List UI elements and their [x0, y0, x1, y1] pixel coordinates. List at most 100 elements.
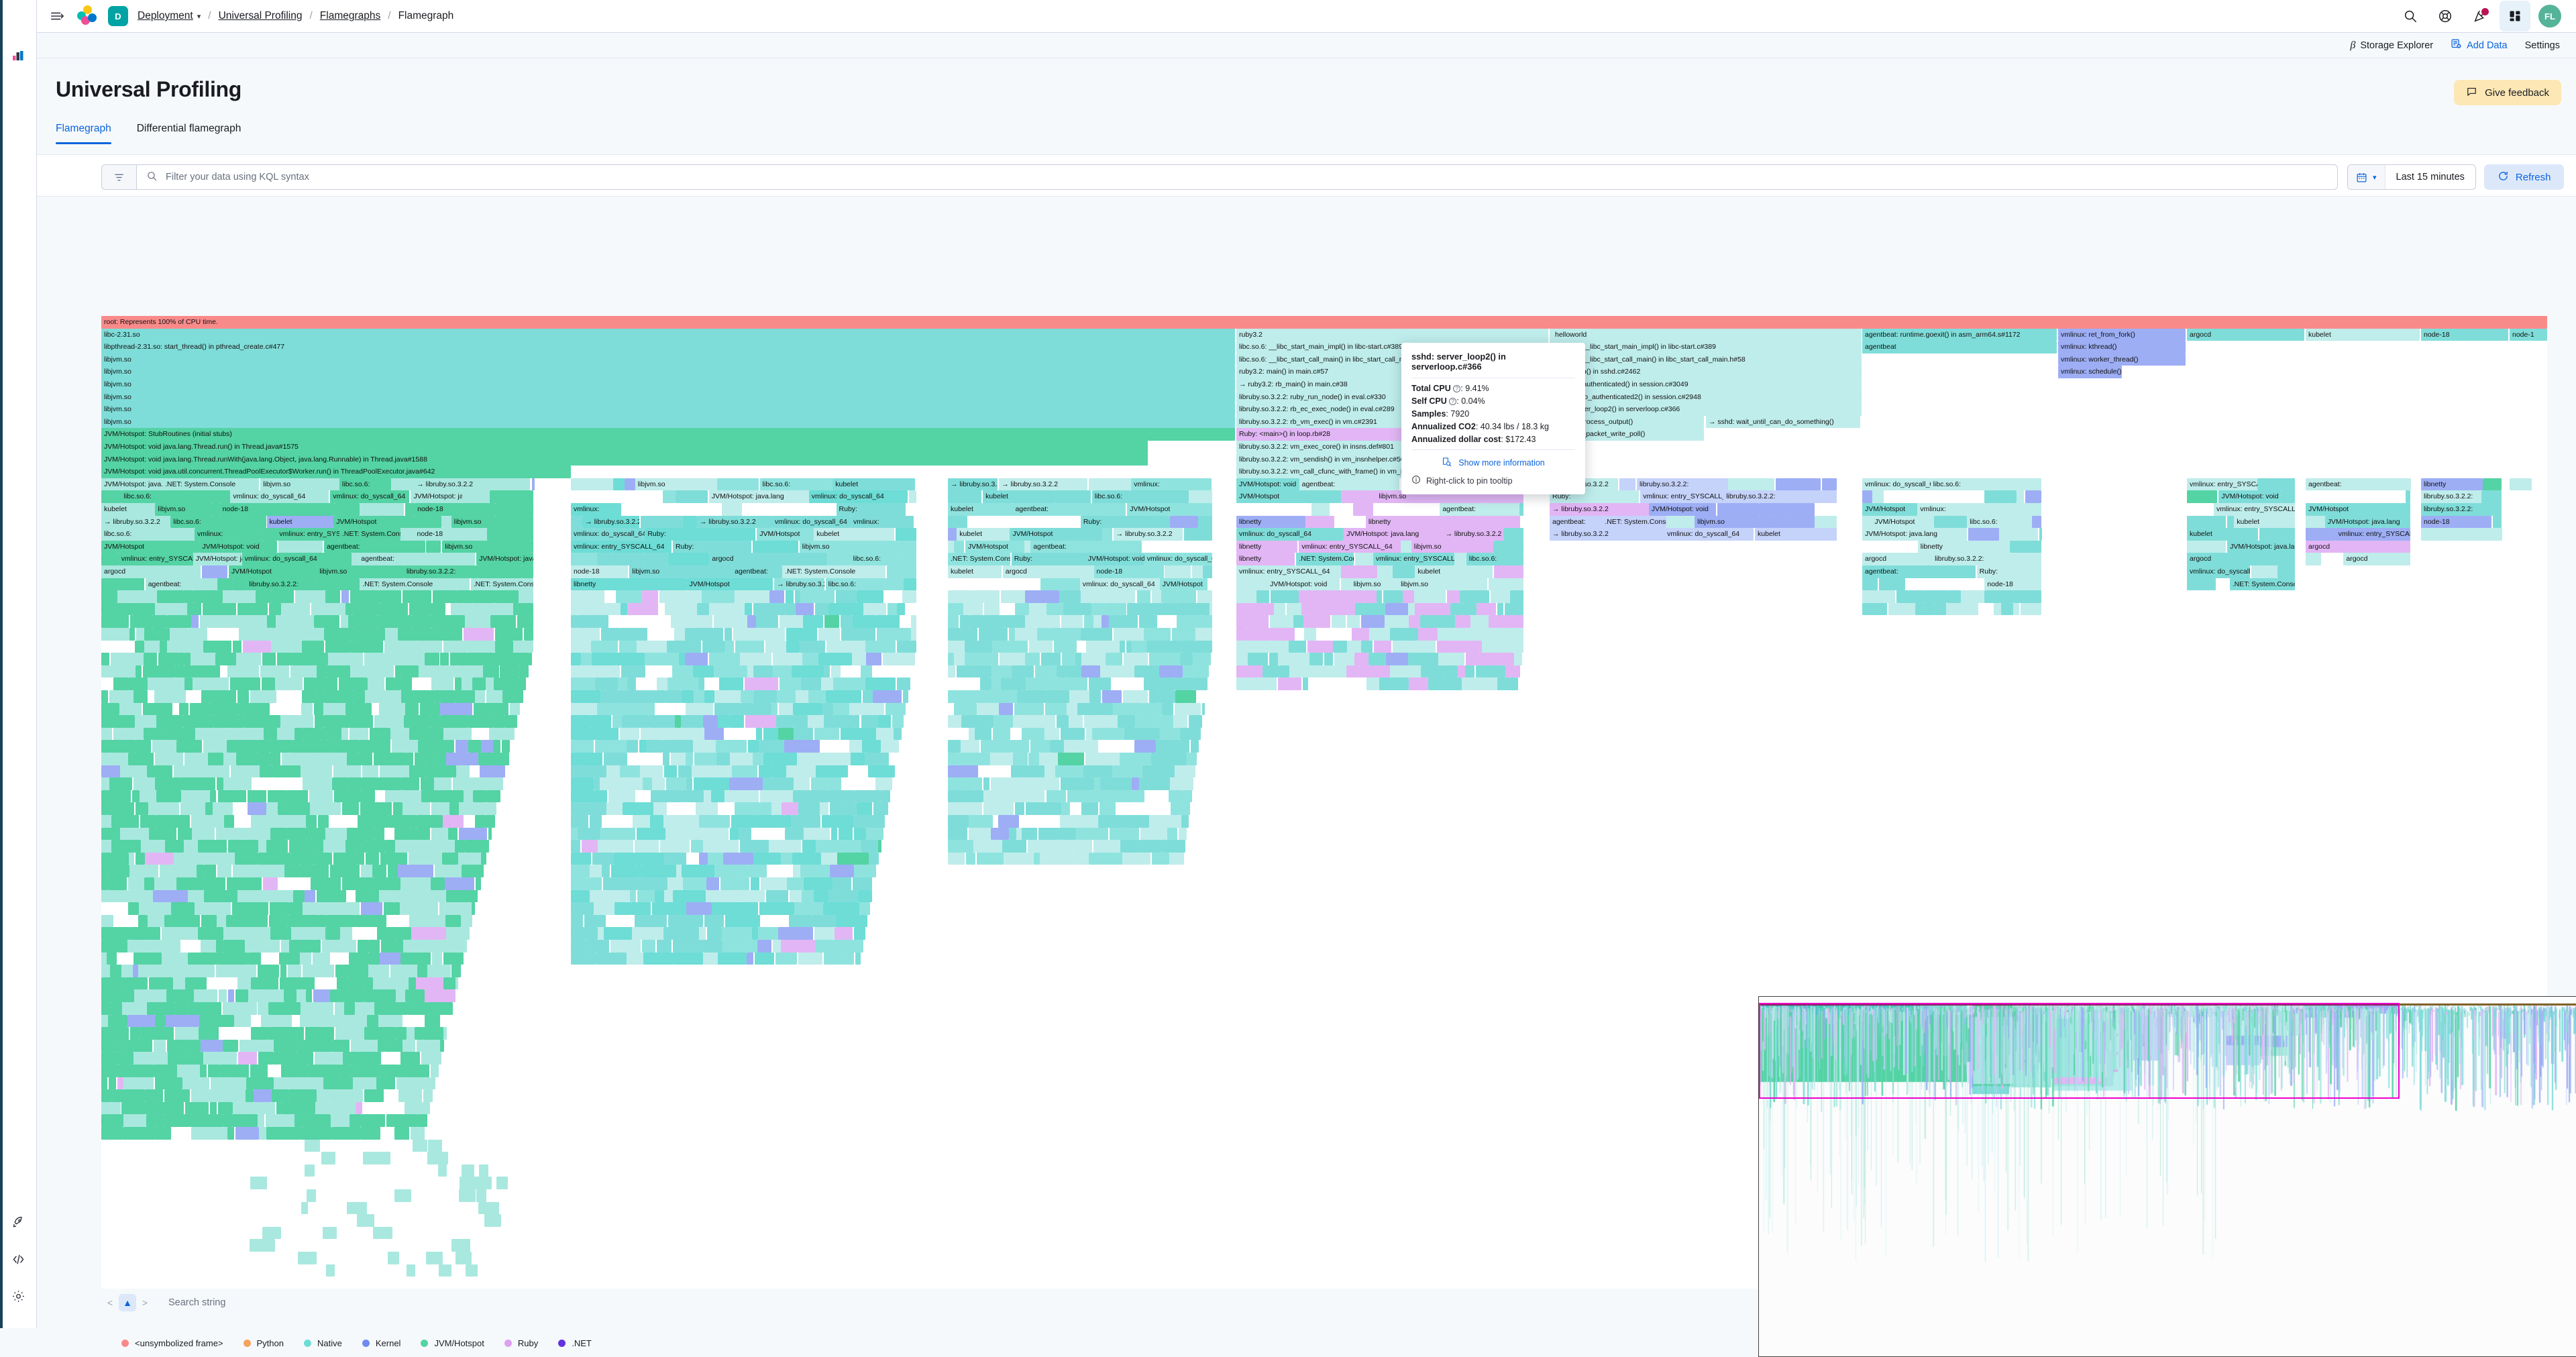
- flamegraph-frame[interactable]: kubelet: [2306, 328, 2420, 341]
- flamegraph-frame[interactable]: → libruby.so.3.2.2: [582, 515, 639, 529]
- flamegraph-frame[interactable]: [200, 615, 208, 628]
- flamegraph-frame[interactable]: [341, 590, 349, 603]
- flamegraph-frame[interactable]: [446, 927, 470, 940]
- flamegraph-frame[interactable]: [330, 1089, 364, 1102]
- flamegraph-frame[interactable]: [571, 615, 577, 628]
- flamegraph-frame[interactable]: [192, 827, 215, 840]
- flamegraph-frame[interactable]: [673, 952, 704, 965]
- flamegraph-frame[interactable]: [975, 665, 992, 678]
- flamegraph-frame[interactable]: [785, 602, 796, 616]
- flamegraph-frame[interactable]: [488, 827, 492, 840]
- flamegraph-frame[interactable]: [455, 1252, 472, 1264]
- flamegraph-frame[interactable]: [1099, 715, 1118, 728]
- flamegraph-frame[interactable]: [1454, 553, 1466, 565]
- settings-button[interactable]: Settings: [2525, 40, 2560, 51]
- flamegraph-frame[interactable]: [438, 1264, 451, 1277]
- flamegraph-frame[interactable]: [427, 1002, 453, 1015]
- flamegraph-frame[interactable]: libruby.so.3.2.2:: [2421, 503, 2502, 516]
- flamegraph-frame[interactable]: [384, 628, 398, 641]
- flamegraph-frame[interactable]: [585, 665, 621, 678]
- flamegraph-frame[interactable]: [1075, 653, 1082, 665]
- flamegraph-frame[interactable]: [823, 952, 855, 965]
- flamegraph-frame[interactable]: [304, 677, 316, 690]
- flamegraph-frame[interactable]: [358, 940, 370, 953]
- flamegraph-frame[interactable]: [877, 715, 892, 728]
- flamegraph-frame[interactable]: [1046, 690, 1070, 703]
- flamegraph-frame[interactable]: [653, 802, 667, 815]
- flamegraph-frame[interactable]: [2406, 490, 2411, 503]
- flamegraph-frame[interactable]: [425, 540, 441, 553]
- flamegraph-frame[interactable]: [311, 865, 329, 877]
- flamegraph-frame[interactable]: [201, 914, 217, 928]
- flamegraph-frame[interactable]: [823, 902, 859, 915]
- flamegraph-frame[interactable]: [357, 852, 364, 865]
- flamegraph-frame[interactable]: [342, 877, 374, 890]
- flamegraph-frame[interactable]: [597, 553, 611, 565]
- flamegraph-frame[interactable]: [362, 765, 379, 778]
- flamegraph-frame[interactable]: [316, 889, 347, 903]
- flamegraph-frame[interactable]: [571, 677, 596, 690]
- flamegraph-frame[interactable]: [1273, 602, 1285, 616]
- flamegraph-frame[interactable]: [290, 665, 317, 678]
- flamegraph-frame[interactable]: [239, 1039, 274, 1052]
- flamegraph-frame[interactable]: [571, 628, 600, 641]
- flamegraph-frame[interactable]: JVM/Hotspot: void: [1085, 553, 1144, 565]
- flamegraph-frame[interactable]: [1046, 602, 1064, 616]
- flamegraph-frame[interactable]: [696, 602, 710, 616]
- flamegraph-frame[interactable]: [155, 1101, 184, 1115]
- flamegraph-frame[interactable]: [948, 753, 960, 765]
- flamegraph-frame[interactable]: [476, 877, 481, 890]
- flamegraph-frame[interactable]: [146, 1002, 176, 1015]
- flamegraph-frame[interactable]: [662, 490, 676, 503]
- flamegraph-frame[interactable]: [387, 865, 398, 877]
- flamegraph-frame[interactable]: [424, 1014, 441, 1028]
- flamegraph-frame[interactable]: [1169, 515, 1199, 529]
- flamegraph-frame[interactable]: [267, 615, 276, 628]
- flamegraph-frame[interactable]: [802, 840, 816, 853]
- flamegraph-frame[interactable]: [378, 702, 390, 716]
- flamegraph-frame[interactable]: [208, 1065, 220, 1077]
- flamegraph-frame[interactable]: [176, 877, 198, 890]
- flamegraph-frame[interactable]: [1022, 690, 1046, 703]
- flamegraph-frame[interactable]: JVM/Hotspot: void: [1648, 503, 1717, 516]
- flamegraph-frame[interactable]: [1126, 602, 1155, 616]
- flamegraph-frame[interactable]: [775, 952, 798, 965]
- flamegraph-frame[interactable]: [223, 1002, 258, 1015]
- flamegraph-frame[interactable]: kubelet: [833, 478, 916, 491]
- flamegraph-frame[interactable]: [372, 865, 386, 877]
- flamegraph-frame[interactable]: [474, 690, 486, 703]
- flamegraph-frame[interactable]: [753, 690, 777, 703]
- flamegraph-frame[interactable]: [479, 765, 506, 778]
- flamegraph-frame[interactable]: [794, 727, 806, 741]
- flamegraph-frame[interactable]: libruby.so.3.2.2:: [1723, 490, 1837, 503]
- flamegraph-frame[interactable]: [490, 490, 533, 503]
- flamegraph-frame[interactable]: [780, 677, 801, 690]
- flamegraph-frame[interactable]: [449, 802, 460, 815]
- flamegraph-frame[interactable]: [655, 690, 665, 703]
- flamegraph-frame[interactable]: [1727, 478, 1774, 491]
- flamegraph-frame[interactable]: vmlinux: do_syscall_64: [330, 490, 410, 503]
- flamegraph-frame[interactable]: vmlinux: entry_SYSCALL_64: [276, 528, 339, 541]
- flamegraph-frame[interactable]: [391, 889, 427, 903]
- flamegraph-frame[interactable]: [2500, 528, 2503, 541]
- flamegraph-frame[interactable]: [146, 765, 173, 778]
- flamegraph-frame[interactable]: Ruby:: [673, 540, 752, 553]
- flamegraph-frame[interactable]: [162, 952, 189, 965]
- flamegraph-frame[interactable]: [1408, 653, 1439, 665]
- flamegraph-frame[interactable]: [1081, 802, 1098, 815]
- flamegraph-frame[interactable]: [427, 965, 451, 977]
- flamegraph-frame[interactable]: [968, 827, 991, 840]
- flamegraph-frame[interactable]: [1024, 590, 1059, 603]
- flamegraph-frame[interactable]: [771, 765, 787, 778]
- flamegraph-frame[interactable]: [448, 827, 458, 840]
- flamegraph-frame[interactable]: [571, 790, 596, 803]
- flamegraph-frame[interactable]: [334, 790, 361, 803]
- flamegraph-frame[interactable]: [187, 628, 208, 641]
- flamegraph-frame[interactable]: [391, 740, 419, 753]
- flamegraph-frame[interactable]: [223, 753, 236, 765]
- flamegraph-frame[interactable]: [1161, 590, 1177, 603]
- flamegraph-frame[interactable]: .NET: System.Console: [339, 528, 400, 541]
- flamegraph-frame[interactable]: [284, 815, 307, 828]
- flamegraph-frame[interactable]: [367, 840, 386, 853]
- flamegraph-frame[interactable]: [463, 790, 473, 803]
